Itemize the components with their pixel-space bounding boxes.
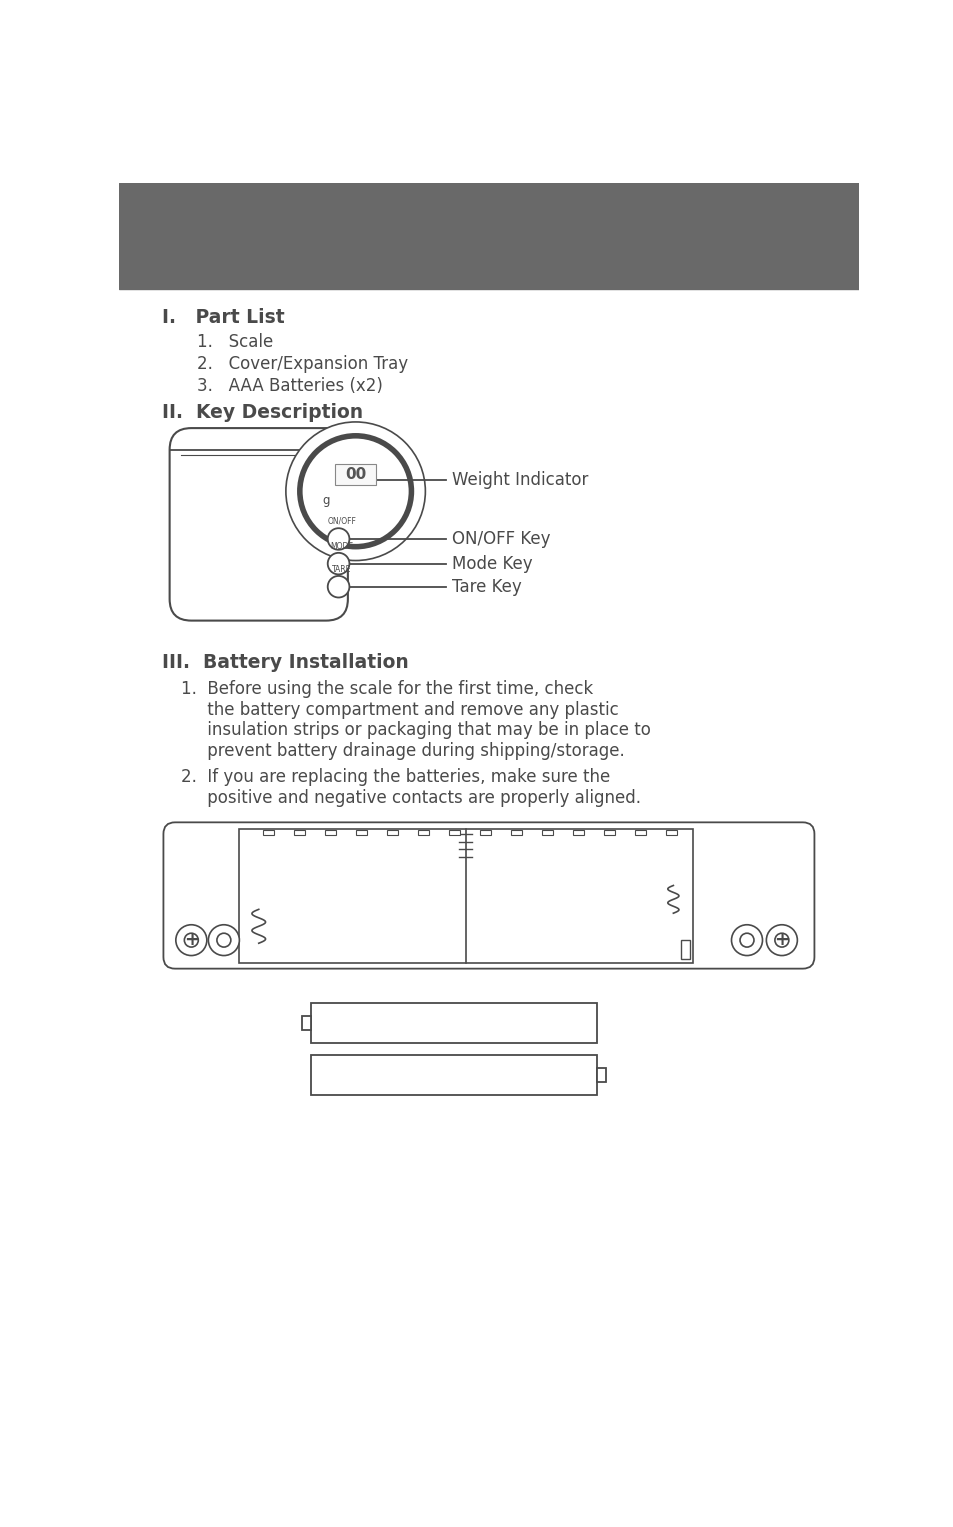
FancyBboxPatch shape (541, 831, 553, 835)
FancyBboxPatch shape (572, 831, 583, 835)
Text: positive and negative contacts are properly aligned.: positive and negative contacts are prope… (181, 789, 640, 808)
FancyBboxPatch shape (386, 831, 397, 835)
FancyBboxPatch shape (597, 1067, 605, 1081)
Text: MODE: MODE (330, 542, 353, 551)
Circle shape (328, 528, 349, 550)
Circle shape (328, 553, 349, 574)
Text: 00: 00 (345, 467, 366, 483)
FancyBboxPatch shape (239, 829, 692, 964)
Text: 1.   Scale: 1. Scale (196, 333, 273, 351)
Circle shape (208, 925, 239, 956)
Text: 2.  If you are replacing the batteries, make sure the: 2. If you are replacing the batteries, m… (181, 768, 610, 786)
Text: III.  Battery Installation: III. Battery Installation (162, 654, 408, 672)
FancyBboxPatch shape (665, 831, 677, 835)
FancyBboxPatch shape (163, 823, 814, 968)
FancyBboxPatch shape (302, 1017, 311, 1031)
Bar (119, 183, 858, 289)
FancyBboxPatch shape (311, 1003, 597, 1043)
Text: +: + (184, 931, 198, 950)
Circle shape (216, 933, 231, 947)
FancyBboxPatch shape (634, 831, 645, 835)
Text: +: + (774, 931, 788, 950)
Text: I.   Part List: I. Part List (162, 308, 284, 327)
FancyBboxPatch shape (603, 831, 615, 835)
Text: g: g (322, 493, 330, 507)
FancyBboxPatch shape (324, 831, 335, 835)
Circle shape (175, 925, 207, 956)
Circle shape (328, 576, 349, 597)
FancyBboxPatch shape (311, 1055, 597, 1095)
Text: Tare Key: Tare Key (452, 577, 521, 596)
FancyBboxPatch shape (355, 831, 367, 835)
Text: TARE: TARE (332, 565, 351, 574)
Text: insulation strips or packaging that may be in place to: insulation strips or packaging that may … (181, 721, 651, 739)
FancyBboxPatch shape (448, 831, 459, 835)
Circle shape (740, 933, 753, 947)
Text: prevent battery drainage during shipping/storage.: prevent battery drainage during shipping… (181, 742, 624, 760)
FancyBboxPatch shape (170, 428, 348, 620)
FancyBboxPatch shape (417, 831, 429, 835)
Text: 2.   Cover/Expansion Tray: 2. Cover/Expansion Tray (196, 354, 408, 373)
Circle shape (774, 933, 788, 947)
FancyBboxPatch shape (510, 831, 521, 835)
Circle shape (286, 421, 425, 560)
Text: 3.   AAA Batteries (x2): 3. AAA Batteries (x2) (196, 377, 382, 394)
Text: the battery compartment and remove any plastic: the battery compartment and remove any p… (181, 701, 618, 719)
Text: ON/OFF: ON/OFF (327, 518, 355, 525)
FancyBboxPatch shape (262, 831, 274, 835)
FancyBboxPatch shape (294, 831, 305, 835)
Text: Mode Key: Mode Key (452, 554, 533, 573)
Text: 1.  Before using the scale for the first time, check: 1. Before using the scale for the first … (181, 680, 593, 698)
Circle shape (299, 435, 411, 547)
FancyBboxPatch shape (479, 831, 491, 835)
Circle shape (184, 933, 198, 947)
Text: ON/OFF Key: ON/OFF Key (452, 530, 551, 548)
FancyBboxPatch shape (680, 941, 690, 959)
Circle shape (731, 925, 761, 956)
FancyBboxPatch shape (335, 464, 375, 486)
Text: Weight Indicator: Weight Indicator (452, 470, 588, 489)
Text: II.  Key Description: II. Key Description (162, 403, 363, 421)
Circle shape (765, 925, 797, 956)
